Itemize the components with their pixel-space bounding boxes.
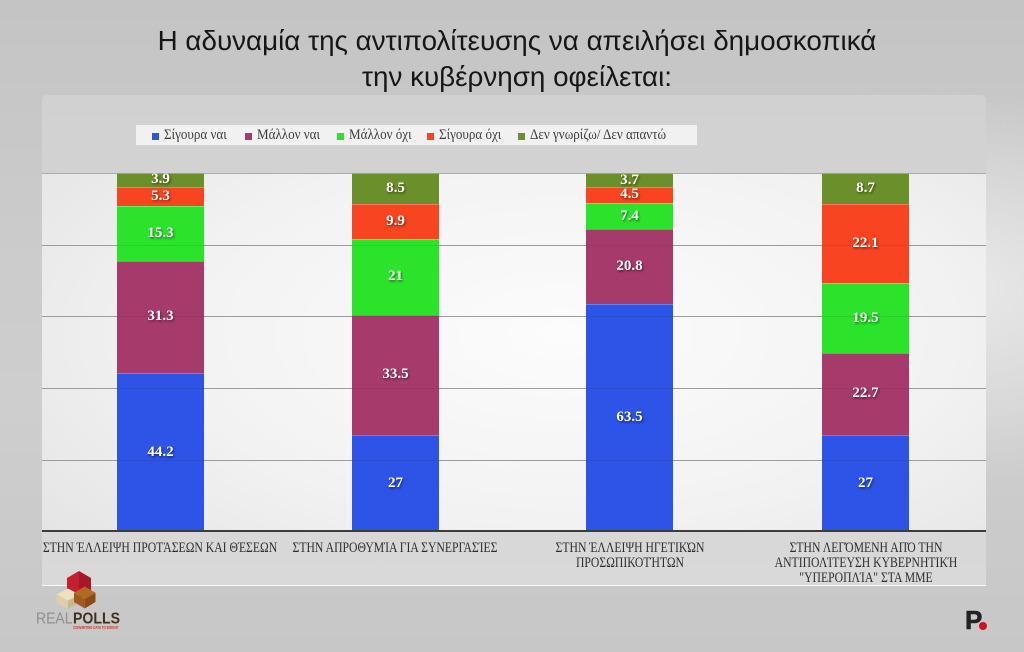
svg-text:POLLS: POLLS — [73, 611, 120, 628]
svg-text:REAL: REAL — [36, 611, 73, 628]
svg-text:CONVERTING DATA TO INSIGHT: CONVERTING DATA TO INSIGHT — [73, 625, 119, 630]
